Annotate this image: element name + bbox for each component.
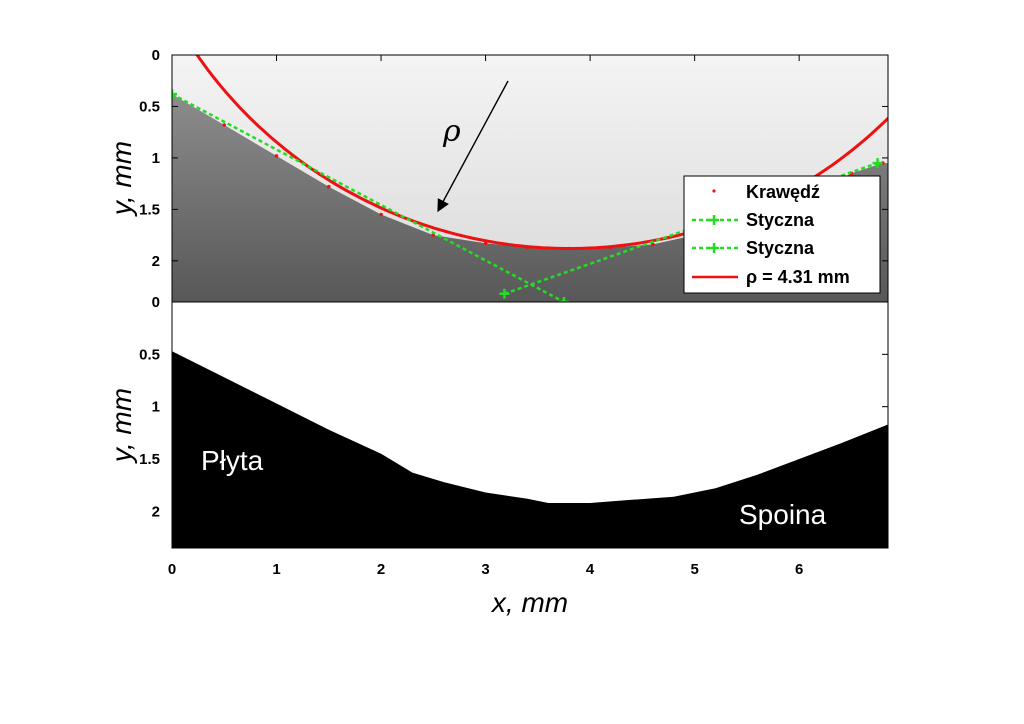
edge-point [222,123,227,127]
bottom-y-tick-label: 0.5 [139,346,160,363]
edge-point [327,184,331,189]
tangent-marker [172,89,177,100]
top-y-ticks: 0 0.5 1 1.5 2 [139,47,888,270]
bottom-y-tick-label: 1 [152,399,160,416]
top-y-tick-label: 2 [152,253,160,270]
tangent-marker [558,297,569,302]
legend-marker-styczna-1 [709,215,719,225]
bottom-y-tick-label: 1.5 [139,451,160,468]
tangent-line-1 [172,93,565,302]
top-y-tick-label: 1 [152,150,160,167]
legend-label-styczna-2: Styczna [746,238,815,258]
weld-region-label: Spoina [739,499,827,530]
edge-point [609,245,613,250]
x-tick-label: 5 [690,561,698,578]
legend-box [683,175,881,294]
legend-label-krawedz: Krawędź [746,182,820,202]
legend-label-rho: ρ = 4.31 mm [746,267,850,287]
x-tick-label: 1 [272,561,280,578]
plate-region-label: Płyta [201,445,264,476]
edge-point [567,246,571,251]
legend: Krawędź Styczna Styczna ρ = 4.31 mm [683,175,881,294]
bottom-y-axis-label: y, mm [106,388,137,464]
x-tick-label: 2 [377,561,385,578]
edge-point [274,154,279,158]
bottom-y-tick-label: 0 [152,294,160,311]
bottom-y-tick-label: 2 [152,503,160,520]
x-ticks: 0 1 2 3 4 5 6 [168,55,803,578]
rho-arrow [437,80,509,213]
edge-point [483,241,488,246]
x-tick-label: 0 [168,561,176,578]
x-tick-label: 4 [586,561,595,578]
edge-point [651,242,655,247]
rho-annotation: ρ [442,114,461,149]
legend-swatch-krawedz [712,189,716,193]
x-tick-label: 3 [481,561,489,578]
bottom-panel [172,302,888,548]
bottom-plot-frame [171,301,889,549]
edge-point [379,212,383,217]
top-y-tick-label: 0.5 [139,98,160,115]
top-y-tick-label: 0 [152,47,160,64]
x-axis-label: x, mm [490,587,568,618]
top-y-axis-label: y, mm [106,141,137,217]
top-y-tick-label: 1.5 [139,201,160,218]
plate-cross-section [172,351,888,548]
legend-label-styczna-1: Styczna [746,210,815,230]
tangent-marker [499,288,510,299]
legend-marker-styczna-2 [709,243,719,253]
bottom-y-ticks: 0.5 1 1.5 2 0 [139,294,888,520]
x-tick-label: 6 [795,561,803,578]
edge-point [525,245,530,250]
tangent-marker [872,158,883,169]
